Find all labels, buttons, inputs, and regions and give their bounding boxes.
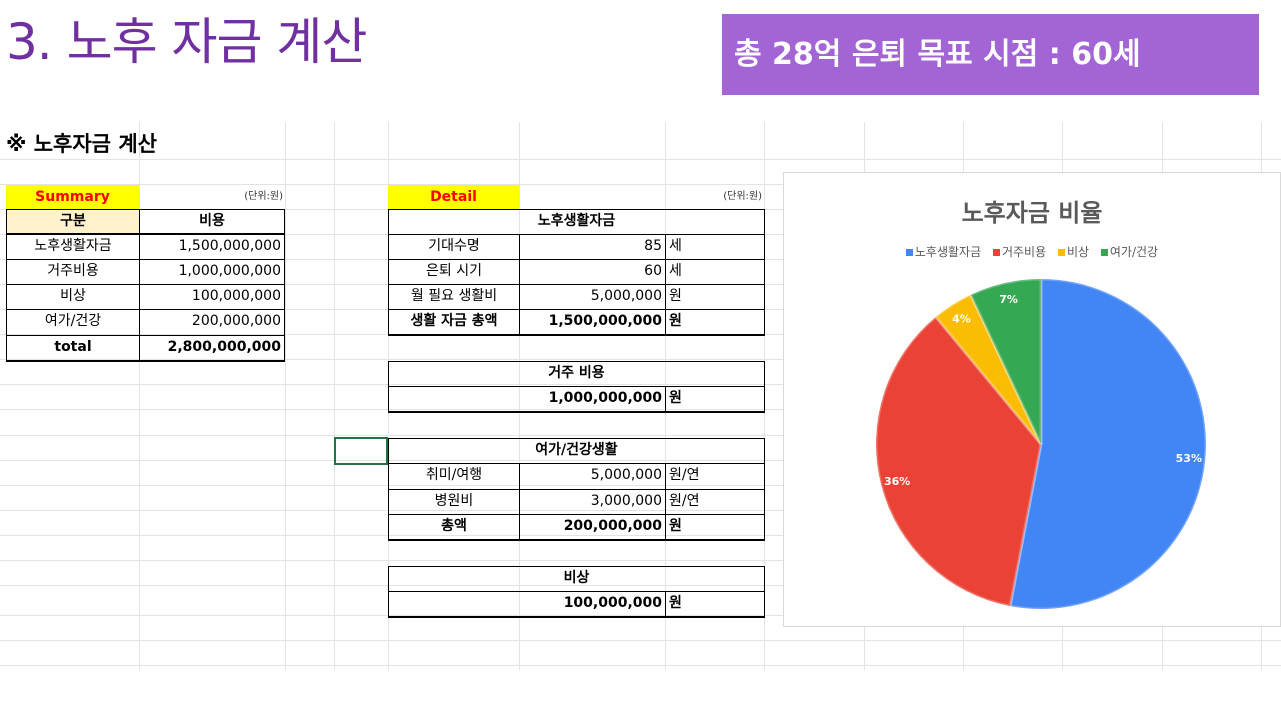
goal-banner: 총 28억 은퇴 목표 시점 : 60세: [722, 14, 1259, 95]
leisure-title[interactable]: 여가/건강생활: [388, 438, 765, 464]
housing-unit[interactable]: 원: [665, 386, 765, 413]
pie-slice[interactable]: [968, 277, 1043, 445]
living-total-unit[interactable]: 원: [665, 309, 765, 336]
selected-cell[interactable]: [334, 437, 388, 465]
pie-slice[interactable]: [933, 292, 1043, 445]
pie-slice[interactable]: [874, 314, 1043, 608]
summary-row-value[interactable]: 1,500,000,000: [139, 234, 285, 260]
chart-legend: 노후생활자금 거주비용 비상 여가/건강: [784, 243, 1280, 260]
slide-title: 3. 노후 자금 계산: [6, 13, 367, 71]
summary-total-value[interactable]: 2,800,000,000: [139, 336, 285, 362]
pie-plot: 53% 36% 4% 7%: [874, 277, 1208, 611]
legend-label: 여가/건강: [1109, 245, 1159, 259]
summary-row-label[interactable]: 여가/건강: [6, 309, 140, 336]
living-row-unit[interactable]: 세: [665, 259, 765, 285]
emergency-title[interactable]: 비상: [388, 566, 765, 592]
summary-header[interactable]: Summary: [6, 185, 139, 209]
living-row-unit[interactable]: 세: [665, 234, 765, 260]
living-total-value[interactable]: 1,500,000,000: [519, 309, 666, 336]
summary-row-value[interactable]: 1,000,000,000: [139, 259, 285, 285]
living-total-label[interactable]: 생활 자금 총액: [388, 309, 520, 336]
section-heading: ※ 노후자금 계산: [6, 132, 157, 156]
summary-row-value[interactable]: 200,000,000: [139, 309, 285, 336]
leisure-row-value[interactable]: 3,000,000: [519, 489, 666, 515]
legend-item: 거주비용: [992, 243, 1047, 260]
chart-title: 노후자금 비율: [961, 199, 1103, 227]
legend-swatch: [1100, 249, 1108, 256]
living-row-value[interactable]: 60: [519, 259, 666, 285]
living-row-unit[interactable]: 원: [665, 284, 765, 310]
living-row-label[interactable]: 월 필요 생활비: [388, 284, 520, 310]
pie-slice-label: 4%: [952, 313, 971, 326]
pie-chart[interactable]: 노후자금 비율 노후생활자금 거주비용 비상 여가/건강 53% 36% 4% 7%: [783, 172, 1281, 627]
living-fund-title[interactable]: 노후생활자금: [388, 209, 765, 235]
emergency-value[interactable]: 100,000,000: [388, 591, 666, 618]
housing-title[interactable]: 거주 비용: [388, 361, 765, 387]
leisure-row-label[interactable]: 취미/여행: [388, 463, 520, 490]
living-row-label[interactable]: 기대수명: [388, 234, 520, 260]
living-row-value[interactable]: 5,000,000: [519, 284, 666, 310]
housing-value[interactable]: 1,000,000,000: [388, 386, 666, 413]
legend-label: 비상: [1066, 245, 1090, 259]
leisure-row-unit[interactable]: 원/연: [665, 489, 765, 515]
pie-slice-label: 53%: [1176, 452, 1202, 465]
legend-swatch: [905, 249, 913, 256]
emergency-unit[interactable]: 원: [665, 591, 765, 618]
summary-row-value[interactable]: 100,000,000: [139, 284, 285, 310]
summary-total-label[interactable]: total: [6, 336, 140, 362]
legend-item: 노후생활자금: [905, 243, 982, 260]
pie-slice[interactable]: [1008, 277, 1208, 611]
leisure-row-unit[interactable]: 원/연: [665, 463, 765, 490]
leisure-row-value[interactable]: 5,000,000: [519, 463, 666, 490]
summary-col-category[interactable]: 구분: [6, 209, 140, 234]
living-row-label[interactable]: 은퇴 시기: [388, 259, 520, 285]
pie-slice-label: 36%: [884, 475, 910, 488]
legend-item: 여가/건강: [1100, 243, 1159, 260]
leisure-total-value[interactable]: 200,000,000: [519, 514, 666, 541]
summary-row-label[interactable]: 거주비용: [6, 259, 140, 285]
pie-slice-label: 7%: [999, 293, 1018, 306]
living-row-value[interactable]: 85: [519, 234, 666, 260]
summary-unit-note[interactable]: (단위:원): [244, 191, 283, 202]
leisure-total-unit[interactable]: 원: [665, 514, 765, 541]
leisure-total-label[interactable]: 총액: [388, 514, 520, 541]
legend-label: 노후생활자금: [914, 245, 982, 259]
legend-swatch: [992, 249, 1000, 256]
legend-item: 비상: [1057, 243, 1090, 260]
detail-header[interactable]: Detail: [388, 185, 519, 209]
summary-row-label[interactable]: 노후생활자금: [6, 234, 140, 260]
legend-label: 거주비용: [1001, 245, 1047, 259]
detail-unit-note[interactable]: (단위:원): [723, 191, 762, 202]
summary-row-label[interactable]: 비상: [6, 284, 140, 310]
legend-swatch: [1057, 249, 1065, 256]
summary-col-cost[interactable]: 비용: [139, 209, 285, 234]
leisure-row-label[interactable]: 병원비: [388, 489, 520, 515]
